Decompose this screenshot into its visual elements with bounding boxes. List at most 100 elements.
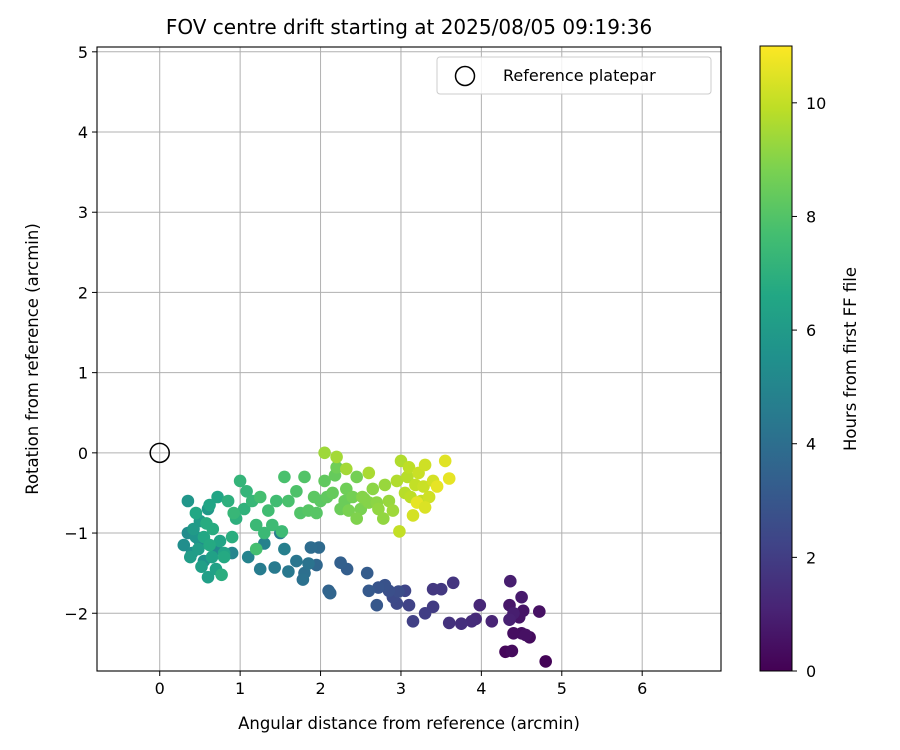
- data-point: [278, 542, 291, 556]
- data-point: [356, 490, 369, 504]
- data-point: [187, 522, 200, 536]
- data-point: [503, 613, 516, 626]
- data-point: [270, 494, 283, 508]
- data-point: [330, 461, 343, 474]
- colorbar-tick-label: 8: [806, 207, 816, 226]
- chart-title: FOV centre drift starting at 2025/08/05 …: [166, 15, 652, 39]
- data-point: [418, 458, 432, 472]
- data-point: [442, 472, 456, 485]
- data-point: [184, 550, 197, 564]
- data-point: [302, 557, 315, 570]
- y-tick-label: 3: [78, 203, 88, 222]
- grid: [97, 47, 721, 671]
- y-tick-label: 5: [78, 43, 88, 62]
- colorbar-tick-label: 4: [806, 435, 816, 454]
- data-point: [318, 474, 331, 488]
- data-point: [485, 615, 499, 628]
- data-point: [533, 605, 546, 618]
- x-tick-label: 4: [476, 679, 486, 698]
- x-tick-label: 5: [557, 679, 567, 698]
- y-tick-label: −2: [64, 604, 88, 623]
- colorbar-gradient: [759, 45, 793, 672]
- x-tick-label: 1: [235, 679, 245, 698]
- data-point: [378, 478, 392, 492]
- data-point: [465, 615, 479, 628]
- data-point: [370, 598, 384, 612]
- x-axis-label: Angular distance from reference (arcmin): [238, 714, 580, 733]
- data-point: [225, 530, 239, 544]
- data-point: [366, 482, 380, 496]
- data-point: [203, 538, 216, 552]
- data-point: [505, 644, 519, 658]
- data-point: [340, 462, 353, 476]
- data-point: [249, 542, 263, 556]
- colorbar-label: Hours from first FF file: [841, 267, 860, 451]
- data-point: [386, 504, 400, 517]
- y-axis-ticks: −2 −1 0 1 2 3 4 5: [64, 43, 97, 623]
- data-point: [393, 525, 406, 538]
- data-point: [215, 568, 228, 582]
- data-point: [318, 446, 331, 460]
- data-point: [350, 470, 364, 484]
- data-point: [213, 534, 227, 548]
- data-point: [519, 628, 532, 642]
- plot-frame: [96, 46, 722, 672]
- data-point: [282, 565, 295, 578]
- reference-point: [149, 442, 170, 464]
- data-point: [334, 556, 347, 569]
- data-point: [275, 525, 289, 538]
- data-point: [360, 566, 374, 580]
- colorbar-tick-label: 6: [806, 321, 816, 340]
- y-tick-label: −1: [64, 524, 88, 543]
- data-point: [203, 498, 216, 512]
- data-point: [195, 560, 208, 573]
- data-point: [192, 542, 205, 556]
- data-point: [417, 480, 430, 493]
- x-axis-ticks: 0 1 2 3 4 5 6: [155, 671, 647, 698]
- data-point: [402, 461, 416, 474]
- data-point: [290, 554, 303, 568]
- data-point: [253, 490, 267, 504]
- y-tick-label: 2: [78, 283, 88, 302]
- colorbar-tick-label: 2: [806, 548, 816, 567]
- data-point: [422, 490, 436, 504]
- data-point: [181, 494, 195, 508]
- data-point: [362, 584, 376, 598]
- data-point: [326, 486, 339, 500]
- data-point: [227, 506, 240, 520]
- data-point: [241, 550, 255, 564]
- y-tick-label: 4: [78, 123, 88, 142]
- data-point: [473, 598, 487, 612]
- data-point: [392, 585, 405, 598]
- data-point: [406, 509, 420, 522]
- colorbar: 0 2 4 6 8 10 Hours from first FF file: [759, 45, 860, 681]
- data-point: [266, 518, 279, 532]
- colorbar-ticks: 0 2 4 6 8 10: [792, 94, 826, 681]
- data-point: [372, 502, 385, 516]
- data-point: [406, 615, 420, 628]
- data-point: [446, 576, 460, 590]
- data-point: [211, 490, 224, 504]
- data-point: [237, 502, 251, 516]
- data-point: [268, 561, 282, 574]
- legend: Reference platepar: [436, 56, 712, 95]
- x-tick-label: 2: [315, 679, 325, 698]
- data-point: [200, 517, 213, 530]
- y-tick-label: 1: [78, 364, 88, 383]
- data-point: [362, 466, 376, 480]
- data-point: [258, 526, 271, 540]
- x-tick-label: 0: [155, 679, 165, 698]
- data-point: [418, 607, 432, 620]
- x-tick-label: 3: [396, 679, 406, 698]
- data-point: [290, 485, 303, 498]
- data-point: [418, 501, 432, 514]
- legend-box: [436, 56, 712, 95]
- data-point: [342, 504, 356, 517]
- colorbar-tick-label: 0: [806, 662, 816, 681]
- data-point: [507, 627, 520, 640]
- data-point: [438, 454, 452, 468]
- data-point: [221, 494, 235, 508]
- data-point: [249, 518, 263, 532]
- data-point: [310, 506, 323, 520]
